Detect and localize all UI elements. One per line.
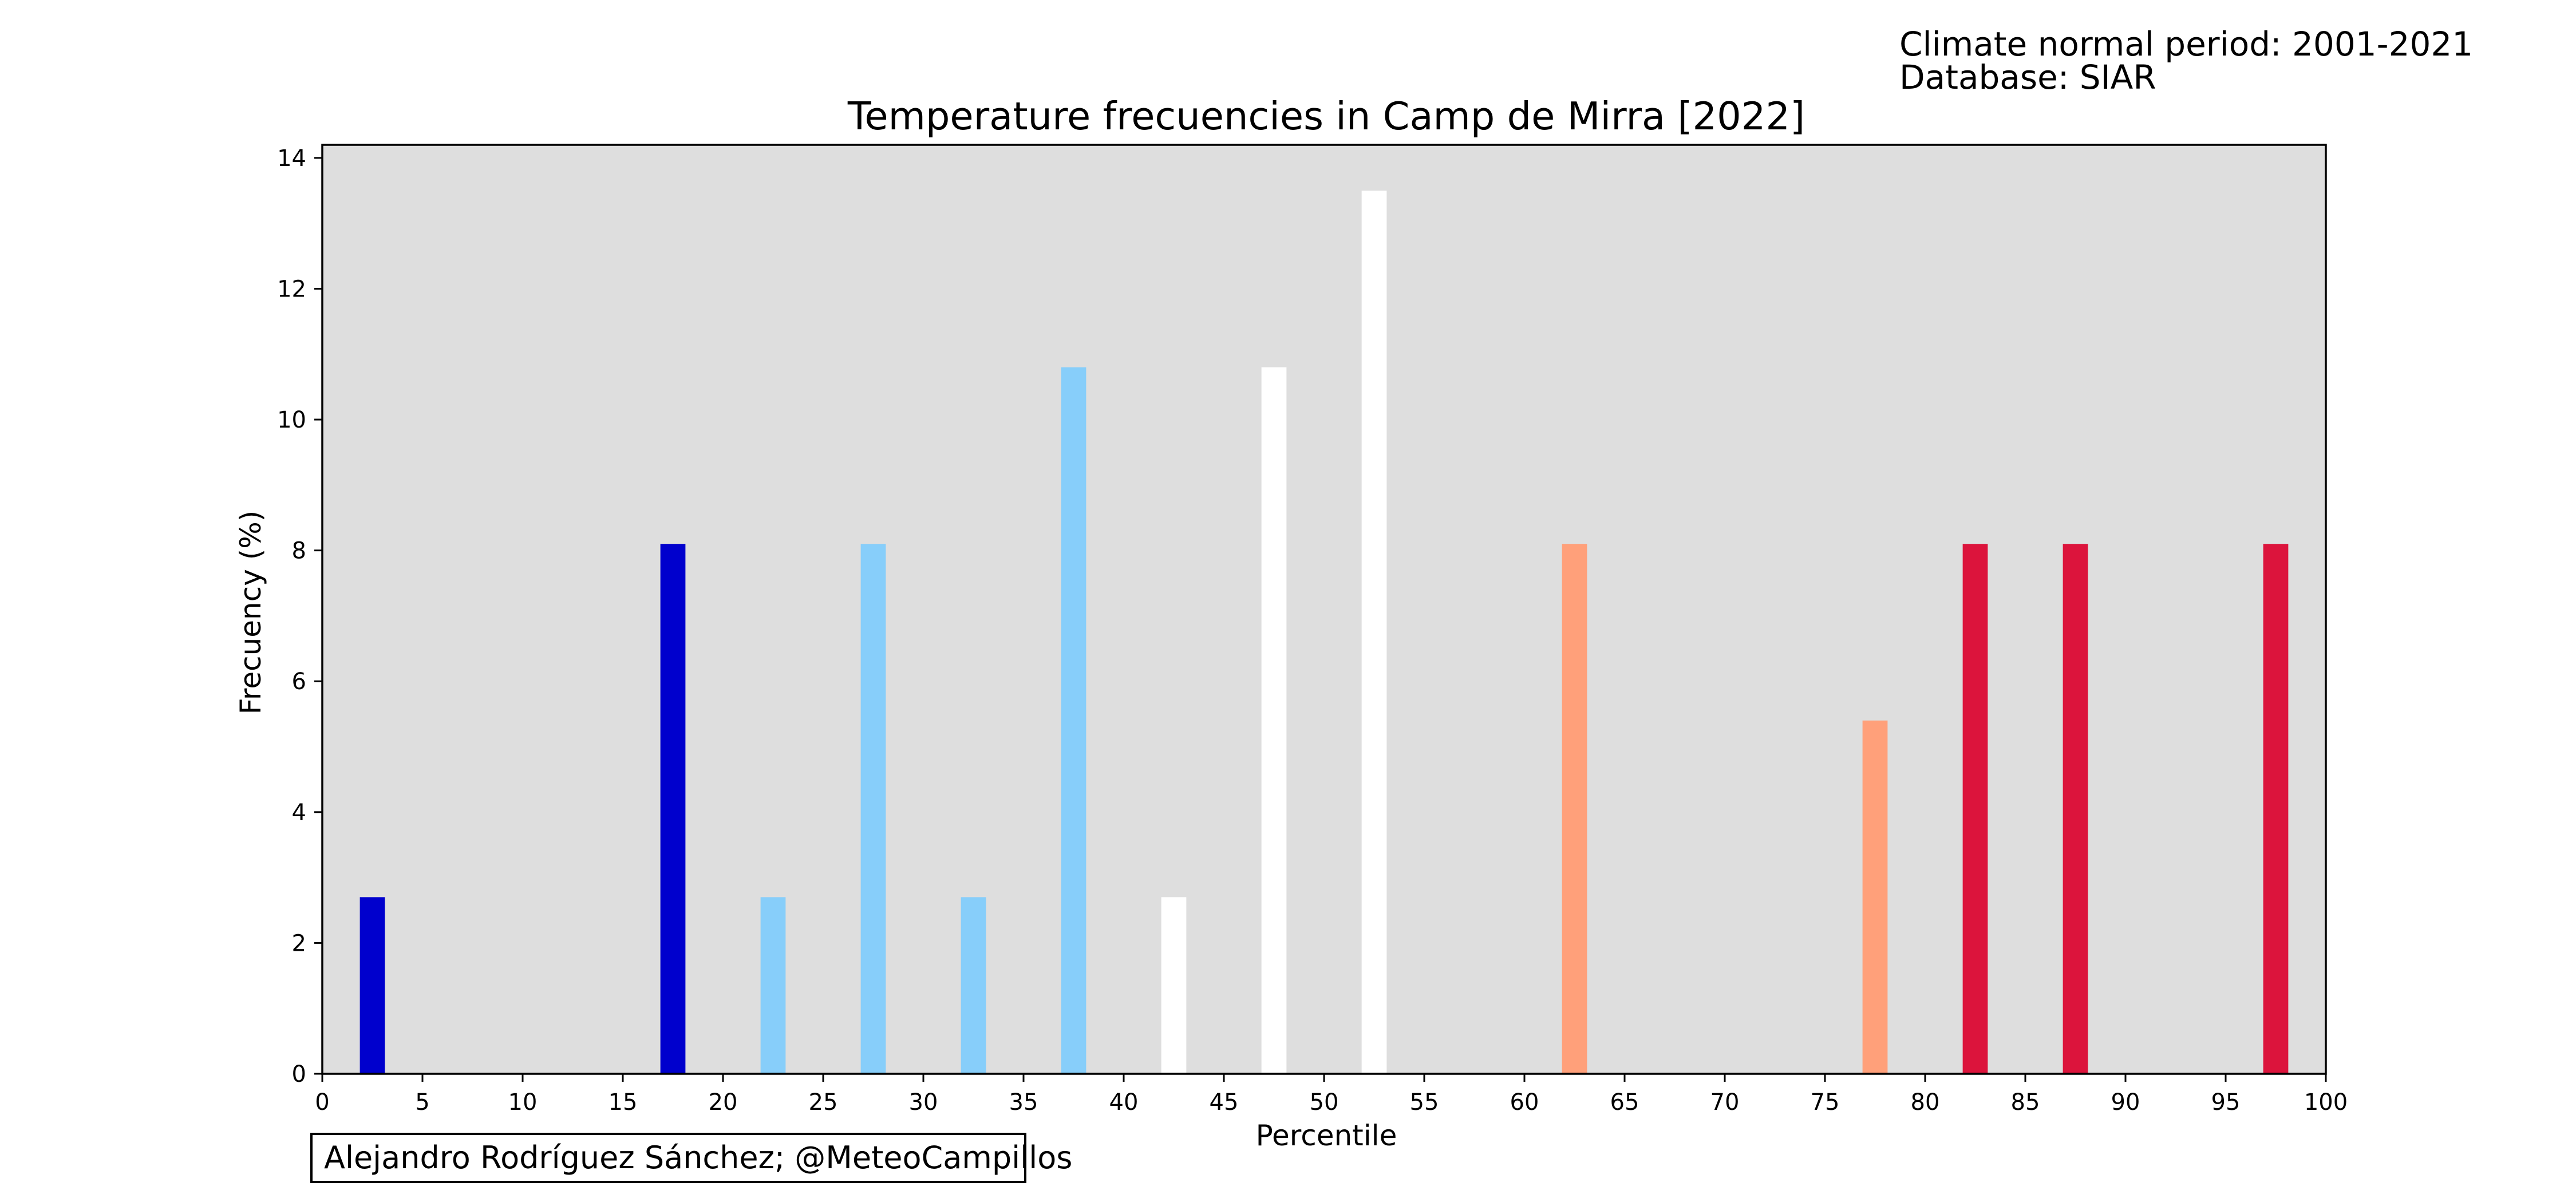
author-credit: Alejandro Rodríguez Sánchez; @MeteoCampi… (310, 1133, 1072, 1183)
x-tick-label-13: 65 (1610, 1089, 1639, 1116)
x-tick-label-9: 45 (1210, 1089, 1239, 1116)
y-tick-label-3: 6 (292, 669, 306, 695)
bar-12 (2063, 544, 2088, 1074)
y-tick-label-2: 4 (292, 800, 306, 826)
x-tick-label-19: 95 (2211, 1089, 2241, 1116)
x-tick-label-2: 10 (508, 1089, 538, 1116)
x-axis-label: Percentile (1256, 1119, 1397, 1152)
x-tick-label-20: 100 (2304, 1089, 2348, 1116)
bar-13 (2263, 544, 2289, 1074)
bar-8 (1361, 191, 1387, 1074)
y-tick-label-4: 8 (292, 538, 306, 564)
bar-6 (1161, 897, 1187, 1074)
x-tick-label-10: 50 (1310, 1089, 1339, 1116)
bar-2 (760, 897, 786, 1074)
bar-3 (860, 544, 886, 1074)
x-tick-label-11: 55 (1410, 1089, 1439, 1116)
chart-title: Temperature frecuencies in Camp de Mirra… (847, 94, 1805, 139)
x-tick-label-7: 35 (1009, 1089, 1038, 1116)
bar-11 (1962, 544, 1988, 1074)
bar-0 (359, 897, 385, 1074)
x-tick-label-16: 80 (1911, 1089, 1940, 1116)
bar-10 (1862, 720, 1888, 1074)
bar-5 (1061, 367, 1086, 1074)
x-tick-label-0: 0 (315, 1089, 329, 1116)
x-axis-ticks: 0 5 10 15 20 25 30 35 40 45 50 55 60 65 70 75 80 85 90 95 10… (315, 1074, 2348, 1116)
climate-period-note: Climate normal period: 2001-2021 (1899, 25, 2474, 64)
x-tick-label-8: 40 (1109, 1089, 1139, 1116)
y-tick-label-0: 0 (292, 1061, 306, 1088)
y-tick-label-7: 14 (277, 145, 306, 172)
x-tick-label-18: 90 (2111, 1089, 2140, 1116)
x-tick-label-15: 75 (1811, 1089, 1840, 1116)
x-tick-label-3: 15 (609, 1089, 638, 1116)
bar-4 (961, 897, 986, 1074)
x-tick-label-14: 70 (1710, 1089, 1740, 1116)
y-tick-label-6: 12 (277, 276, 306, 302)
x-tick-label-17: 85 (2011, 1089, 2040, 1116)
x-tick-label-6: 30 (909, 1089, 938, 1116)
plot-background (322, 145, 2326, 1074)
bars-group (359, 191, 2289, 1074)
y-tick-label-5: 10 (277, 407, 306, 433)
y-axis-ticks: 0 2 4 6 8 10 12 14 (277, 145, 322, 1088)
x-tick-label-4: 20 (709, 1089, 738, 1116)
bar-1 (660, 544, 686, 1074)
y-axis-label: Frecuency (%) (234, 511, 267, 714)
bar-9 (1562, 544, 1587, 1074)
database-note: Database: SIAR (1899, 58, 2156, 97)
x-tick-label-1: 5 (415, 1089, 429, 1116)
x-tick-label-5: 25 (809, 1089, 838, 1116)
x-tick-label-12: 60 (1510, 1089, 1539, 1116)
bar-7 (1261, 367, 1287, 1074)
y-tick-label-1: 2 (292, 930, 306, 956)
